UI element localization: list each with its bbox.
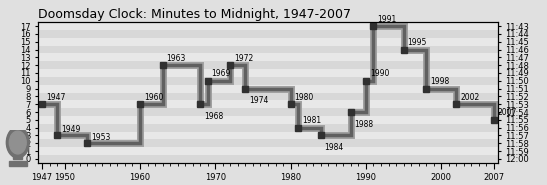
Circle shape — [7, 127, 29, 158]
Bar — [38, 108, 498, 116]
Text: 1984: 1984 — [324, 143, 344, 152]
Text: 1998: 1998 — [430, 77, 449, 86]
Text: 1949: 1949 — [61, 125, 80, 134]
Bar — [38, 139, 498, 147]
Bar — [38, 46, 498, 53]
Bar — [38, 69, 498, 77]
Bar — [9, 161, 27, 166]
Text: 1968: 1968 — [204, 112, 223, 121]
Text: 1974: 1974 — [249, 96, 269, 105]
Text: 1953: 1953 — [91, 133, 110, 142]
Text: 2002: 2002 — [460, 93, 479, 102]
Text: 1991: 1991 — [377, 15, 397, 24]
Bar — [38, 155, 498, 163]
Text: 1960: 1960 — [144, 93, 163, 102]
Bar — [38, 132, 498, 139]
Bar — [38, 53, 498, 61]
Bar — [38, 22, 498, 30]
Bar — [38, 92, 498, 100]
Text: 1963: 1963 — [166, 54, 186, 63]
Bar — [38, 77, 498, 85]
Bar — [38, 30, 498, 38]
Bar — [38, 61, 498, 69]
Bar — [38, 85, 498, 92]
Text: 1972: 1972 — [234, 54, 253, 63]
Bar — [38, 147, 498, 155]
Text: 2007: 2007 — [498, 108, 517, 117]
Text: 1995: 1995 — [408, 38, 427, 47]
Text: 1988: 1988 — [354, 120, 374, 129]
Text: 1947: 1947 — [46, 93, 65, 102]
Circle shape — [9, 131, 26, 154]
Bar — [38, 116, 498, 124]
Text: 1969: 1969 — [212, 69, 231, 78]
Bar — [38, 124, 498, 132]
Text: Doomsday Clock: Minutes to Midnight, 1947-2007: Doomsday Clock: Minutes to Midnight, 194… — [38, 8, 351, 21]
Bar — [38, 38, 498, 46]
Bar — [13, 156, 22, 159]
Text: 1990: 1990 — [370, 69, 389, 78]
Text: 1981: 1981 — [302, 116, 321, 125]
Bar — [38, 100, 498, 108]
Text: 1980: 1980 — [294, 93, 313, 102]
